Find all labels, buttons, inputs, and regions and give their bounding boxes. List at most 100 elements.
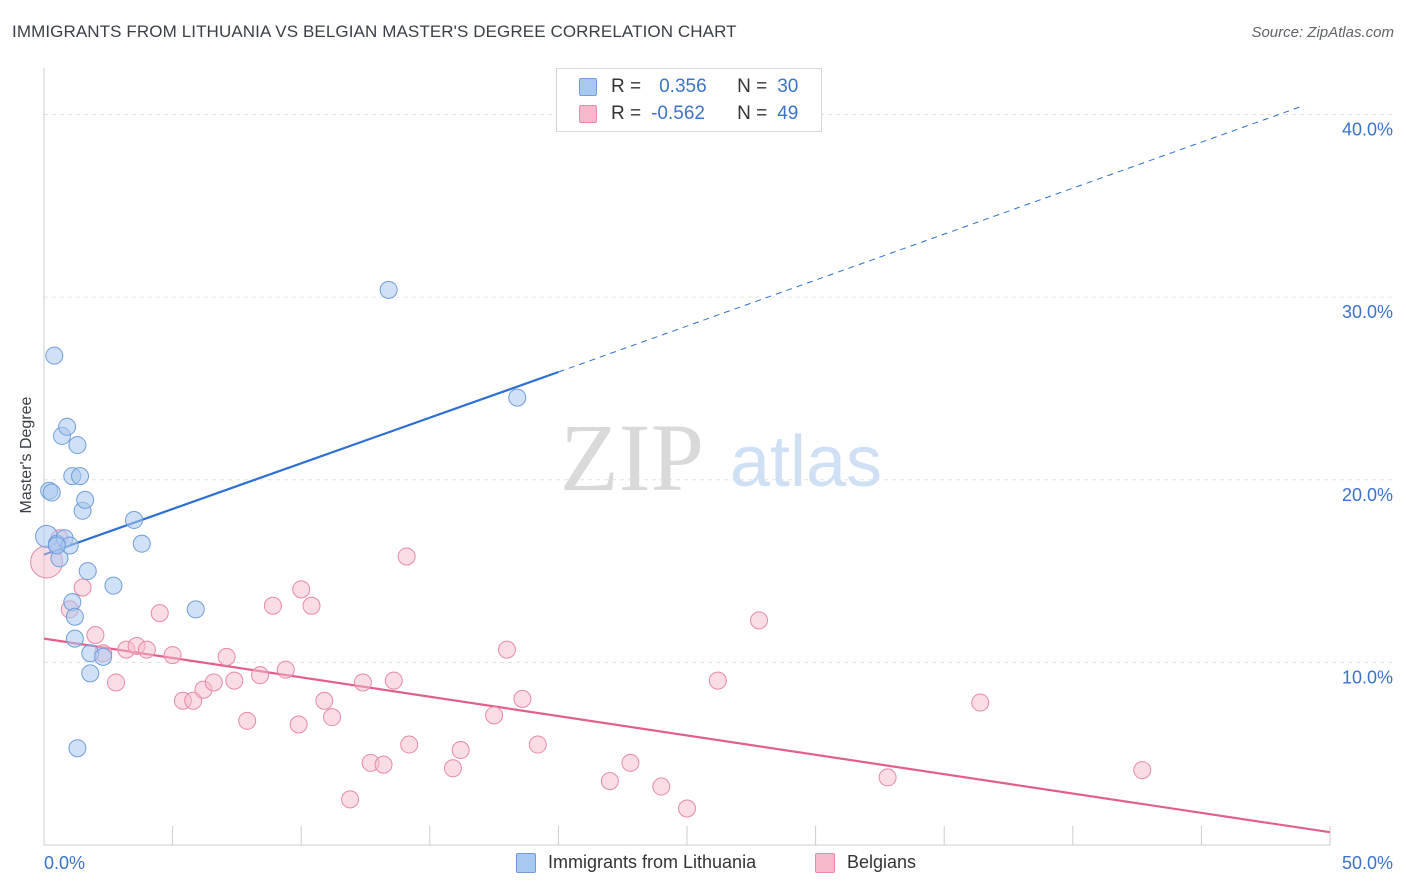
legend-n-label: N = <box>737 103 768 124</box>
point-belgians <box>292 580 311 599</box>
point-belgians <box>497 640 516 659</box>
point-belgians <box>621 753 640 772</box>
point-lithuania <box>125 510 144 529</box>
x-tick-label: 0.0% <box>44 853 85 873</box>
legend-swatch-belgians <box>579 105 597 123</box>
point-lithuania <box>71 467 90 486</box>
point-lithuania <box>47 536 66 555</box>
point-belgians <box>652 777 671 796</box>
series-legend-lithuania[interactable]: Immigrants from Lithuania <box>516 852 756 873</box>
point-belgians <box>251 666 270 685</box>
grid-lines <box>44 114 1395 663</box>
point-lithuania <box>379 280 398 299</box>
point-belgians <box>225 671 244 690</box>
point-lithuania <box>94 647 113 666</box>
point-belgians <box>513 689 532 708</box>
trend-line-lithuania-extension <box>558 104 1305 373</box>
point-belgians <box>341 790 360 809</box>
point-lithuania <box>68 436 87 455</box>
series-label-lithuania: Immigrants from Lithuania <box>548 852 757 872</box>
y-tick-label: 20.0% <box>1342 485 1393 505</box>
y-tick-label: 40.0% <box>1342 120 1393 140</box>
point-belgians <box>451 741 470 760</box>
axes <box>43 68 1331 846</box>
series-swatch-lithuania <box>516 852 536 873</box>
point-lithuania <box>42 483 61 502</box>
point-belgians <box>971 693 990 712</box>
legend-r-value: 0.356 <box>659 76 707 97</box>
point-belgians <box>878 768 897 787</box>
point-belgians <box>323 708 342 727</box>
point-lithuania <box>104 576 123 595</box>
point-belgians <box>263 596 282 615</box>
point-belgians <box>315 691 334 710</box>
point-belgians <box>150 604 169 623</box>
legend-n-label: N = <box>737 76 768 97</box>
point-lithuania <box>65 629 84 648</box>
point-belgians <box>204 673 223 692</box>
point-lithuania <box>508 388 527 407</box>
point-lithuania <box>78 562 97 581</box>
point-lithuania <box>76 490 95 509</box>
point-belgians <box>184 691 203 710</box>
point-belgians <box>289 715 308 734</box>
point-belgians <box>107 673 126 692</box>
point-belgians <box>353 673 372 692</box>
point-lithuania <box>63 593 82 612</box>
point-belgians <box>1133 761 1152 780</box>
point-belgians <box>374 755 393 774</box>
point-belgians <box>485 706 504 725</box>
point-belgians <box>86 625 105 644</box>
series-legend-belgians[interactable]: Belgians <box>815 852 916 873</box>
y-tick-label: 10.0% <box>1342 667 1393 687</box>
tick-labels: 10.0% 20.0% 30.0% 40.0% 0.0% 50.0% <box>44 120 1393 873</box>
chart-title: IMMIGRANTS FROM LITHUANIA VS BELGIAN MAS… <box>12 22 737 41</box>
correlation-legend: R = 0.356 N = 30 R = -0.562 N = 49 <box>556 68 822 132</box>
point-belgians <box>750 611 769 630</box>
point-belgians <box>163 646 182 665</box>
legend-r-label: R = <box>611 76 642 97</box>
point-belgians <box>528 735 547 754</box>
watermark: ZIP atlas <box>560 404 882 511</box>
y-tick-label: 30.0% <box>1342 302 1393 322</box>
point-belgians <box>73 578 92 597</box>
legend-row-lithuania: R = 0.356 N = 30 <box>579 74 798 100</box>
point-belgians <box>302 596 321 615</box>
point-belgians <box>678 799 696 818</box>
watermark-atlas: atlas <box>730 422 882 502</box>
point-belgians <box>384 671 403 690</box>
series-swatch-belgians <box>815 852 835 873</box>
y-axis-label-container: Master's Degree <box>0 0 60 892</box>
point-lithuania <box>58 417 77 436</box>
point-belgians <box>217 647 236 666</box>
legend-row-belgians: R = -0.562 N = 49 <box>579 101 798 127</box>
x-tick-label: 50.0% <box>1342 853 1393 873</box>
legend-n-value: 49 <box>777 103 799 124</box>
point-belgians <box>600 772 619 791</box>
point-belgians <box>400 735 419 754</box>
trend-line-lithuania <box>43 370 559 556</box>
point-belgians <box>276 660 295 679</box>
y-axis-label: Master's Degree <box>18 396 35 514</box>
watermark-zip: ZIP <box>560 404 704 511</box>
legend-r-value: -0.562 <box>651 103 705 124</box>
point-lithuania <box>68 739 87 758</box>
legend-n-value: 30 <box>777 76 799 97</box>
point-belgians <box>443 759 462 778</box>
legend-swatch-lithuania <box>579 78 597 96</box>
point-lithuania <box>45 346 64 365</box>
source-label: Source: ZipAtlas.com <box>1251 24 1394 41</box>
point-lithuania <box>186 600 205 619</box>
data-points <box>30 280 1152 818</box>
point-belgians <box>708 671 727 690</box>
point-belgians <box>397 547 416 566</box>
point-belgians <box>137 640 156 659</box>
series-label-belgians: Belgians <box>847 852 917 872</box>
point-lithuania <box>65 607 84 626</box>
point-belgians <box>238 711 257 730</box>
point-lithuania <box>81 664 100 683</box>
point-lithuania <box>132 534 151 553</box>
series-legend: Immigrants from Lithuania Belgians <box>0 852 1406 878</box>
legend-r-label: R = <box>611 103 642 124</box>
